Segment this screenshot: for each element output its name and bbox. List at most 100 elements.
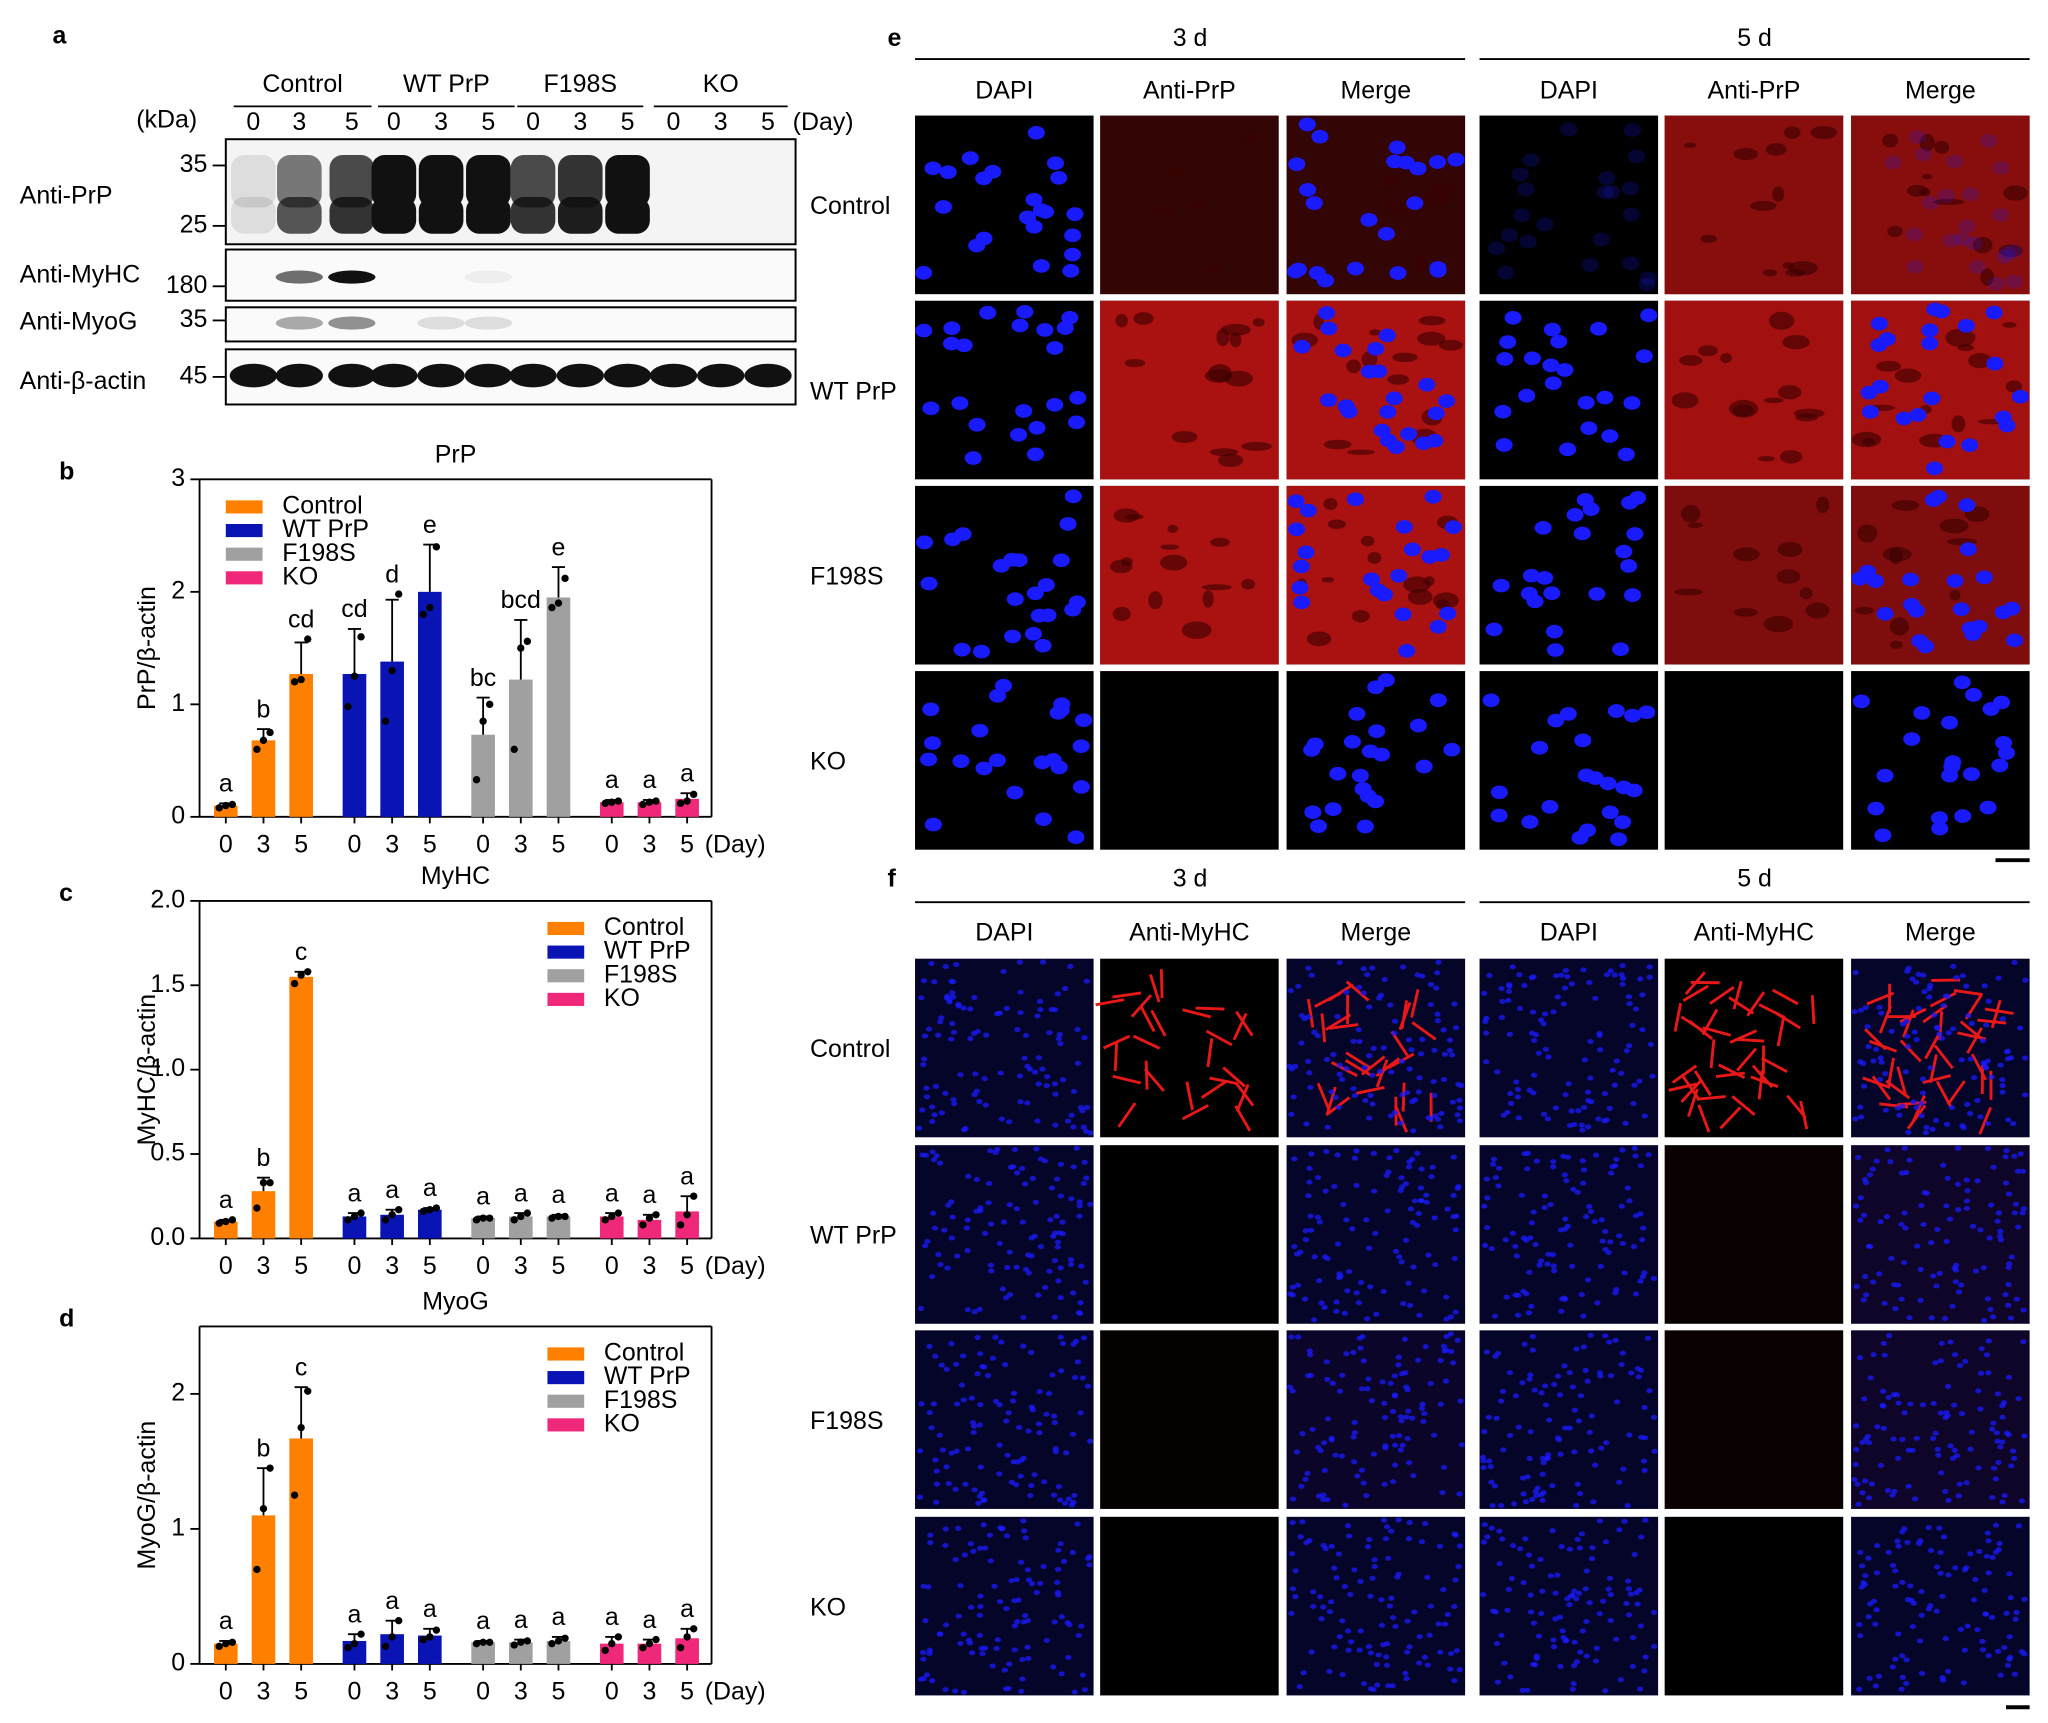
panel-label: f (887, 864, 896, 892)
y-tick-label: 1.0 (150, 1054, 185, 1082)
micrograph-nucleus (1967, 1551, 1974, 1557)
micrograph-nucleus (1987, 1306, 1994, 1312)
micrograph-nucleus (929, 1119, 936, 1125)
micrograph-nucleus (1370, 1150, 1377, 1156)
micrograph-signal (1782, 262, 1794, 270)
micrograph-nucleus (1347, 1592, 1354, 1598)
micrograph-nucleus (1388, 140, 1406, 155)
micrograph-nucleus (1932, 1360, 1939, 1366)
micrograph-nucleus (1944, 1175, 1951, 1181)
micrograph-nucleus (1876, 606, 1894, 621)
data-point (683, 797, 691, 805)
micrograph-nucleus (1524, 1687, 1531, 1693)
micrograph-nucleus (1938, 434, 1956, 449)
micrograph-nucleus (1387, 440, 1405, 454)
micrograph-signal (1360, 535, 1375, 547)
micrograph-nucleus (1418, 1198, 1425, 1204)
micrograph-nucleus (1050, 1413, 1058, 1419)
micrograph-nucleus (967, 1036, 974, 1042)
data-point (259, 1504, 268, 1513)
micrograph-signal (1150, 1009, 1167, 1037)
micrograph-nucleus (1334, 343, 1352, 358)
micrograph-nucleus (1857, 1059, 1864, 1065)
micrograph-nucleus (1520, 1580, 1527, 1586)
micrograph-nucleus (949, 990, 956, 996)
micrograph-nucleus (1072, 739, 1090, 754)
micrograph-nucleus (1557, 1451, 1564, 1457)
significance-letter: a (476, 1607, 490, 1635)
blot-band (556, 363, 604, 388)
micrograph-nucleus (1926, 461, 1944, 476)
data-point (554, 599, 563, 607)
data-point (344, 1644, 352, 1652)
micrograph-nucleus (1076, 1213, 1083, 1219)
micrograph-signal (1732, 980, 1743, 1010)
stain-label: DAPI (975, 77, 1033, 105)
blot-band (371, 196, 417, 234)
micrograph-nucleus (1996, 1541, 2003, 1547)
micrograph-nucleus (1940, 1534, 1948, 1540)
micrograph-nucleus (1380, 1517, 1388, 1523)
micrograph-nucleus (1878, 1059, 1885, 1065)
blot-band (557, 196, 603, 234)
micrograph-nucleus (994, 1637, 1002, 1643)
micrograph-nucleus (1935, 1452, 1942, 1458)
data-point (614, 797, 623, 805)
micrograph-nucleus (1574, 1536, 1581, 1542)
micrograph-nucleus (976, 1306, 983, 1312)
micrograph-nucleus (960, 1127, 968, 1133)
micrograph-nucleus (1499, 999, 1506, 1005)
micrograph-nucleus (1961, 1647, 1968, 1653)
micrograph-nucleus (1424, 489, 1442, 504)
micrograph-nucleus (1963, 1198, 1970, 1204)
bar (251, 1191, 276, 1239)
micrograph-nucleus (1046, 398, 1064, 412)
micrograph-nucleus (1068, 415, 1086, 430)
micrograph-signal (1851, 431, 1882, 448)
micrograph-nucleus (2019, 1168, 2027, 1174)
micrograph-nucleus (1424, 1574, 1431, 1580)
micrograph-nucleus (1979, 1638, 1986, 1644)
micrograph-nucleus (2019, 1210, 2026, 1216)
data-point (676, 1221, 685, 1229)
micrograph-nucleus (1350, 1434, 1357, 1440)
micrograph-nucleus (920, 752, 938, 767)
micrograph-nucleus (1558, 1308, 1565, 1314)
micrograph-nucleus (1406, 1302, 1414, 1309)
micrograph-nucleus (1876, 1076, 1884, 1083)
micrograph-nucleus (981, 1497, 988, 1503)
micrograph-signal (1899, 1039, 1922, 1063)
micrograph-signal (1438, 339, 1463, 351)
micrograph-nucleus (1367, 1284, 1374, 1290)
micrograph-nucleus (1457, 1398, 1464, 1404)
micrograph-nucleus (994, 1146, 1001, 1153)
micrograph-nucleus (1919, 1076, 1927, 1082)
micrograph-signal (1885, 1079, 1911, 1100)
micrograph-nucleus (1549, 1483, 1556, 1489)
micrograph-nucleus (1496, 352, 1514, 366)
micrograph-nucleus (1580, 1167, 1588, 1173)
micrograph-nucleus (1911, 1029, 1918, 1035)
micrograph-nucleus (1562, 1425, 1569, 1431)
micrograph-nucleus (1373, 1662, 1380, 1668)
micrograph-nucleus (1006, 785, 1024, 800)
micrograph-nucleus (955, 1613, 962, 1619)
micrograph-nucleus (1454, 1185, 1461, 1191)
x-tick-label: 3 (385, 830, 399, 858)
micrograph-nucleus (967, 1604, 975, 1610)
micrograph-nucleus (1982, 1611, 1990, 1617)
legend-swatch (547, 1347, 585, 1361)
micrograph-nucleus (1627, 149, 1645, 164)
micrograph-nucleus (1638, 277, 1656, 292)
micrograph-nucleus (1937, 1570, 1944, 1576)
micrograph-signal (1152, 205, 1176, 214)
stain-label: DAPI (975, 918, 1033, 946)
micrograph-nucleus (931, 1225, 939, 1231)
micrograph-nucleus (1405, 1280, 1412, 1286)
micrograph-nucleus (1894, 1455, 1902, 1461)
bar (418, 591, 442, 817)
y-tick-label: 0 (171, 1648, 185, 1676)
micrograph-nucleus (1860, 1083, 1868, 1089)
micrograph-nucleus (1357, 1345, 1364, 1351)
micrograph-nucleus (1577, 1393, 1585, 1399)
